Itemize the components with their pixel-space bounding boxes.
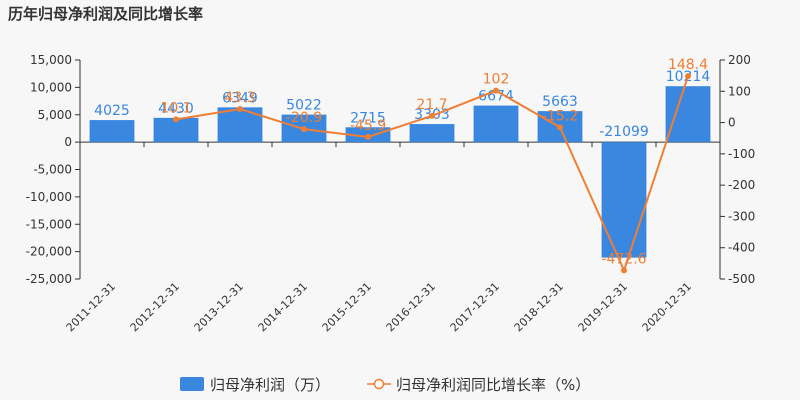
bar[interactable] — [665, 86, 711, 143]
y-left-tick-label: 5,000 — [38, 108, 72, 122]
bar[interactable] — [89, 120, 135, 143]
x-tick-label: 2014-12-31 — [256, 280, 310, 334]
x-tick-label: 2011-12-31 — [64, 280, 118, 334]
line-point[interactable] — [301, 126, 307, 133]
bar-data-label: 2715 — [350, 110, 386, 126]
x-tick-label: 2016-12-31 — [384, 280, 438, 334]
bar-data-label: 4025 — [94, 103, 130, 119]
y-left-tick-label: -25,000 — [26, 272, 72, 286]
legend[interactable]: 归母净利润（万） 归母净利润同比增长率（%） — [180, 376, 590, 394]
bar[interactable] — [473, 105, 519, 143]
line-point[interactable] — [237, 106, 243, 113]
line-data-label: -45.9 — [350, 118, 386, 134]
y-right-tick-label: 100 — [728, 84, 751, 98]
line-point[interactable] — [493, 87, 499, 94]
bar[interactable] — [601, 142, 647, 258]
y-left-tick-label: 0 — [64, 135, 72, 149]
x-tick-label: 2020-12-31 — [640, 280, 694, 334]
line-data-labels: 10.1 43.3 -20.9 -45.9 21.7 102 -15.2 -472.6 148.… — [160, 57, 708, 267]
line-data-label: 43.3 — [224, 90, 255, 106]
y-right-tick-label: 200 — [728, 53, 751, 67]
x-tick-label: 2018-12-31 — [512, 280, 566, 334]
y-right-tick-label: -300 — [728, 209, 755, 223]
line-series — [173, 73, 691, 274]
line-data-label: 21.7 — [416, 97, 447, 113]
line-data-label: 102 — [483, 72, 510, 88]
line-point[interactable] — [365, 133, 371, 140]
line-data-label: -15.2 — [542, 108, 578, 124]
bar-series — [89, 86, 711, 258]
bar-data-labels: 40254430634950222715330366745663-2109910… — [94, 69, 710, 140]
line-data-label: 10.1 — [160, 100, 191, 116]
legend-line-marker — [373, 378, 385, 390]
y-left-tick-label: -10,000 — [26, 190, 72, 204]
bar-data-label: 5022 — [286, 98, 322, 114]
y-left-tick-label: 10,000 — [30, 80, 72, 94]
y-right-tick-label: -100 — [728, 147, 755, 161]
line-data-label: -472.6 — [601, 251, 646, 267]
y-left-tick-label: 15,000 — [30, 53, 72, 67]
line-point[interactable] — [173, 116, 179, 123]
line-point[interactable] — [557, 124, 563, 131]
line-point[interactable] — [685, 73, 691, 80]
line-point[interactable] — [429, 112, 435, 119]
line-data-label: 148.4 — [668, 57, 708, 73]
bar-data-label: 6674 — [478, 89, 514, 105]
bar-data-label: 6349 — [222, 90, 258, 106]
bar[interactable] — [409, 124, 455, 143]
line-data-label: -20.9 — [286, 110, 322, 126]
y-left-tick-label: -5,000 — [33, 163, 72, 177]
y-right-tick-label: -200 — [728, 178, 755, 192]
bar-data-label: -21099 — [599, 124, 649, 140]
x-tick-label: 2015-12-31 — [320, 280, 374, 334]
x-tick-label: 2012-12-31 — [128, 280, 182, 334]
bar-data-label: 5663 — [542, 94, 578, 110]
x-tick-label: 2019-12-31 — [576, 280, 630, 334]
y-right-tick-label: -400 — [728, 241, 755, 255]
y-left-tick-label: -15,000 — [26, 217, 72, 231]
legend-bar-swatch — [180, 377, 204, 391]
bar-data-label: 4430 — [158, 101, 194, 117]
legend-line-label: 归母净利润同比增长率（%） — [396, 376, 590, 394]
chart-title: 历年归母净利润及同比增长率 — [8, 5, 203, 23]
x-tick-label: 2017-12-31 — [448, 280, 502, 334]
y-right-tick-label: -500 — [728, 272, 755, 286]
y-right-tick-label: 0 — [728, 116, 736, 130]
line-point[interactable] — [621, 267, 627, 274]
y-left-tick-label: -20,000 — [26, 245, 72, 259]
legend-bar-label: 归母净利润（万） — [210, 376, 330, 394]
x-tick-label: 2013-12-31 — [192, 280, 246, 334]
